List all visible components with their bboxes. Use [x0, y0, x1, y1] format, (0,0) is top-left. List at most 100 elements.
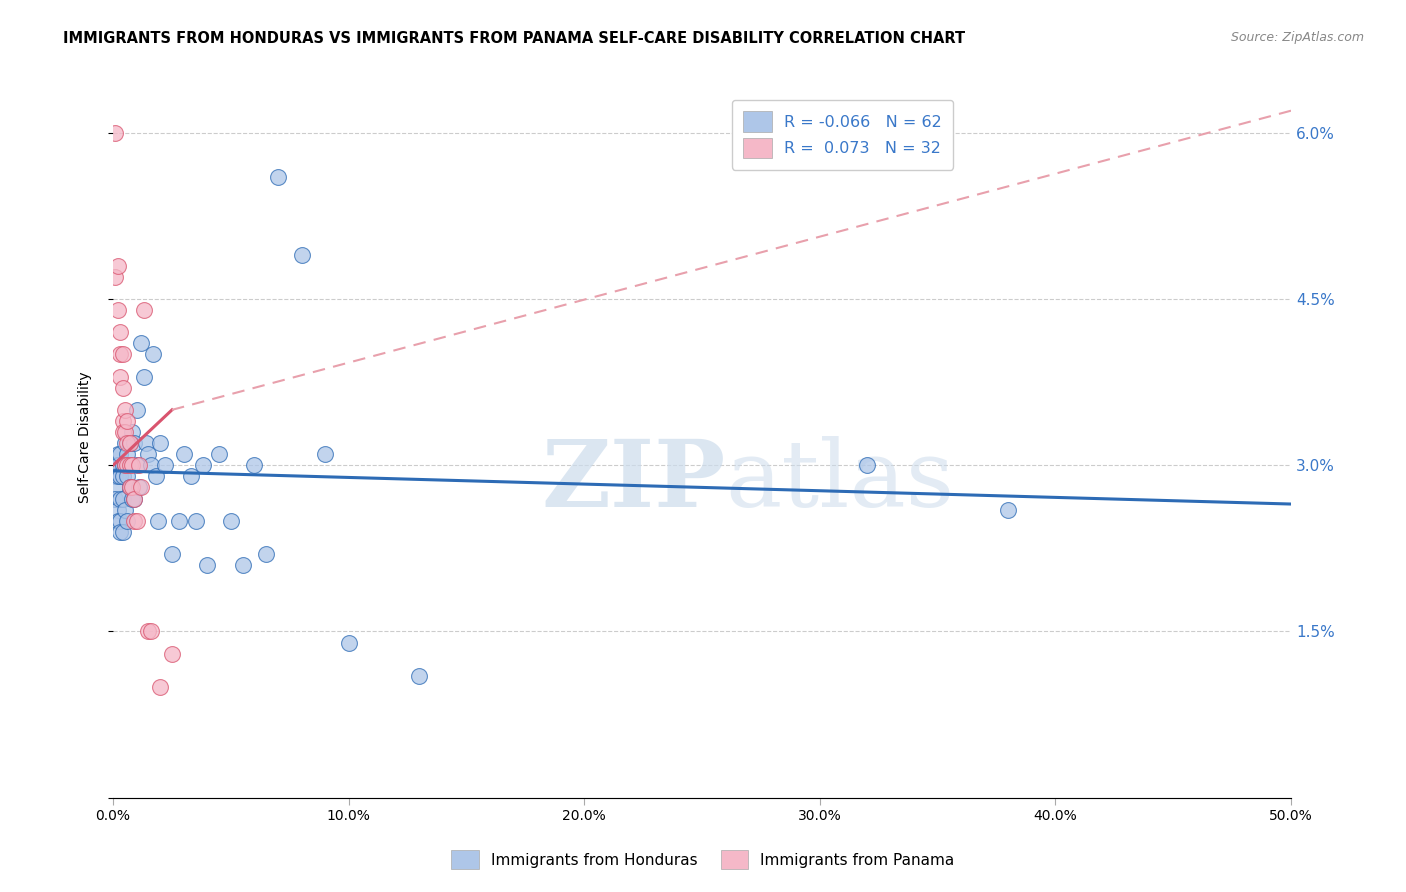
Point	[107, 447, 129, 461]
Point	[108, 447, 131, 461]
Point	[408, 669, 430, 683]
Point	[138, 624, 160, 639]
Point	[254, 547, 277, 561]
Point	[118, 480, 141, 494]
Point	[149, 680, 172, 694]
Point	[104, 480, 127, 494]
Point	[111, 458, 134, 473]
Point	[107, 502, 129, 516]
Point	[107, 259, 129, 273]
Point	[160, 547, 183, 561]
Point	[104, 458, 127, 473]
Point	[111, 381, 134, 395]
Point	[314, 447, 336, 461]
Point	[124, 436, 146, 450]
Point	[108, 369, 131, 384]
Point	[107, 469, 129, 483]
Point	[219, 514, 242, 528]
Point	[139, 458, 162, 473]
Point	[121, 425, 143, 439]
Point	[115, 447, 138, 461]
Point	[121, 480, 143, 494]
Point	[243, 458, 266, 473]
Point	[125, 514, 148, 528]
Point	[115, 514, 138, 528]
Point	[111, 414, 134, 428]
Point	[184, 514, 207, 528]
Point	[856, 458, 879, 473]
Point	[232, 558, 254, 572]
Point	[142, 347, 165, 361]
Legend: Immigrants from Honduras, Immigrants from Panama: Immigrants from Honduras, Immigrants fro…	[446, 844, 960, 875]
Point	[114, 458, 136, 473]
Point	[208, 447, 231, 461]
Point	[997, 502, 1019, 516]
Point	[128, 458, 150, 473]
Point	[124, 491, 146, 506]
Point	[108, 469, 131, 483]
Y-axis label: Self-Care Disability: Self-Care Disability	[79, 372, 93, 503]
Text: Source: ZipAtlas.com: Source: ZipAtlas.com	[1230, 31, 1364, 45]
Point	[107, 458, 129, 473]
Point	[146, 514, 169, 528]
Point	[115, 458, 138, 473]
Point	[128, 480, 150, 494]
Point	[149, 436, 172, 450]
Point	[125, 402, 148, 417]
Point	[115, 436, 138, 450]
Point	[114, 502, 136, 516]
Point	[173, 447, 195, 461]
Point	[139, 624, 162, 639]
Point	[111, 469, 134, 483]
Point	[124, 491, 146, 506]
Point	[118, 458, 141, 473]
Point	[108, 524, 131, 539]
Point	[131, 336, 153, 351]
Point	[107, 303, 129, 318]
Point	[104, 126, 127, 140]
Point	[108, 491, 131, 506]
Point	[118, 436, 141, 450]
Point	[104, 491, 127, 506]
Point	[132, 369, 155, 384]
Text: ZIP: ZIP	[541, 436, 725, 525]
Point	[114, 402, 136, 417]
Point	[118, 436, 141, 450]
Point	[121, 458, 143, 473]
Point	[180, 469, 202, 483]
Point	[115, 469, 138, 483]
Point	[114, 458, 136, 473]
Point	[131, 480, 153, 494]
Point	[167, 514, 190, 528]
Point	[138, 447, 160, 461]
Point	[290, 248, 312, 262]
Point	[145, 469, 167, 483]
Point	[114, 425, 136, 439]
Point	[111, 347, 134, 361]
Point	[108, 326, 131, 340]
Point	[191, 458, 214, 473]
Point	[124, 514, 146, 528]
Point	[337, 635, 360, 649]
Point	[153, 458, 176, 473]
Point	[111, 524, 134, 539]
Text: IMMIGRANTS FROM HONDURAS VS IMMIGRANTS FROM PANAMA SELF-CARE DISABILITY CORRELAT: IMMIGRANTS FROM HONDURAS VS IMMIGRANTS F…	[63, 31, 966, 46]
Point	[115, 414, 138, 428]
Point	[104, 269, 127, 284]
Point	[132, 303, 155, 318]
Point	[118, 480, 141, 494]
Point	[195, 558, 218, 572]
Text: atlas: atlas	[725, 436, 955, 525]
Point	[114, 436, 136, 450]
Point	[111, 425, 134, 439]
Point	[135, 436, 157, 450]
Legend: R = -0.066   N = 62, R =  0.073   N = 32: R = -0.066 N = 62, R = 0.073 N = 32	[731, 100, 953, 169]
Point	[107, 514, 129, 528]
Point	[267, 170, 290, 185]
Point	[160, 647, 183, 661]
Point	[104, 469, 127, 483]
Point	[111, 491, 134, 506]
Point	[125, 458, 148, 473]
Point	[121, 491, 143, 506]
Point	[108, 347, 131, 361]
